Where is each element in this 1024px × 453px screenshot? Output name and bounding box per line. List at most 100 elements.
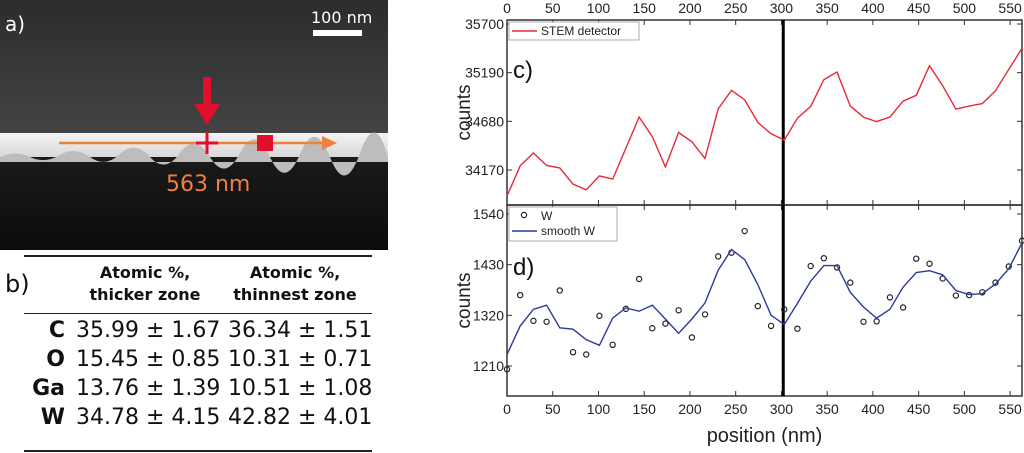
element-cell: W	[40, 405, 65, 430]
x-tick-label: 400	[861, 401, 885, 417]
data-point	[609, 341, 616, 349]
y-tick-label: 34680	[465, 113, 504, 129]
header-line2: thicker zone	[89, 285, 201, 304]
x-tick-label: 200	[678, 0, 702, 16]
x-tick-label: 250	[724, 401, 748, 417]
data-point	[833, 264, 841, 271]
x-tick-label: 450	[907, 0, 931, 16]
y-tick-label: 1320	[473, 307, 504, 323]
thinnest-zone-cell: 10.31 ± 0.71	[228, 347, 373, 372]
data-point	[926, 260, 933, 267]
profile-arrow-head-icon	[322, 136, 337, 150]
data-point	[767, 322, 775, 330]
data-point	[860, 318, 867, 325]
element-cell: C	[48, 318, 65, 343]
table-header-rule	[24, 313, 372, 314]
x-tick-label: 0	[503, 0, 511, 16]
x-tick-label: 50	[545, 0, 561, 16]
header-thinnest-zone: Atomic %, thinnest zone	[220, 262, 370, 306]
data-point	[516, 291, 524, 299]
x-tick-label: 150	[633, 401, 657, 417]
y-tick-label: 34170	[465, 162, 504, 178]
series-line-smooth-w	[506, 242, 1023, 355]
x-tick-label: 450	[907, 401, 931, 417]
thicker-zone-cell: 15.45 ± 0.85	[76, 347, 221, 372]
data-point	[899, 304, 907, 311]
data-point	[503, 366, 511, 373]
scale-bar	[313, 30, 362, 36]
data-point	[569, 348, 577, 356]
sem-background-upper	[0, 0, 388, 134]
header-line1: Atomic %,	[99, 263, 191, 282]
panel-label: d)	[513, 254, 534, 281]
data-point	[556, 287, 563, 294]
x-tick-label: 550	[998, 401, 1022, 417]
x-tick-label: 150	[633, 0, 657, 16]
sem-image: a) 100 nm 563 nm	[0, 0, 388, 250]
x-tick-label: 300	[770, 0, 794, 16]
scale-bar-label: 100 nm	[311, 8, 373, 27]
y-tick-label: 35700	[465, 16, 504, 32]
square-marker-icon	[257, 135, 273, 151]
composition-table: b) Atomic %, thicker zone Atomic %, thin…	[0, 252, 380, 453]
data-point	[886, 294, 894, 301]
legend-box	[508, 21, 640, 41]
header-thicker-zone: Atomic %, thicker zone	[70, 262, 220, 306]
x-tick-label: 100	[587, 401, 611, 417]
element-cell: Ga	[32, 376, 65, 401]
x-tick-label: 550	[998, 0, 1022, 16]
crosshair-marker-icon	[196, 132, 218, 154]
x-tick-label: 350	[815, 0, 839, 16]
data-point	[781, 306, 788, 313]
legend-box	[508, 206, 618, 242]
panel-label: c)	[513, 57, 533, 84]
thinnest-zone-cell: 42.82 ± 4.01	[228, 405, 373, 430]
data-point	[596, 312, 603, 319]
header-line1: Atomic %,	[249, 263, 341, 282]
thicker-zone-cell: 34.78 ± 4.15	[76, 405, 221, 430]
data-point	[688, 334, 696, 341]
table-bottom-rule	[24, 450, 372, 452]
x-tick-label: 400	[861, 0, 885, 16]
legend-circle-icon	[520, 211, 528, 219]
element-cell: O	[46, 347, 65, 372]
table-top-rule	[24, 255, 372, 257]
thinnest-zone-cell: 36.34 ± 1.51	[228, 318, 373, 343]
legend-label: smooth W	[541, 224, 596, 238]
panel-a-label: a)	[5, 12, 26, 36]
x-tick-label: 250	[724, 0, 748, 16]
x-axis-label: position (nm)	[707, 425, 823, 447]
line-length-label: 563 nm	[166, 172, 251, 197]
data-point	[741, 227, 748, 235]
x-tick-label: 500	[953, 401, 977, 417]
x-tick-label: 300	[770, 401, 794, 417]
thicker-zone-cell: 13.76 ± 1.39	[76, 376, 221, 401]
y-tick-label: 1210	[473, 358, 504, 374]
data-point	[662, 320, 669, 327]
data-point	[952, 292, 960, 299]
x-tick-label: 500	[953, 0, 977, 16]
plot-frame	[506, 19, 1023, 206]
y-tick-label: 35190	[465, 65, 504, 81]
x-tick-label: 350	[815, 401, 839, 417]
data-point	[543, 318, 550, 325]
legend-label: STEM detector	[541, 24, 621, 38]
header-line2: thinnest zone	[233, 285, 357, 304]
data-point	[913, 255, 920, 262]
thinnest-zone-cell: 10.51 ± 1.08	[228, 376, 373, 401]
data-point	[715, 253, 722, 260]
y-tick-label: 1540	[473, 206, 504, 222]
data-point	[794, 325, 801, 332]
table-row: C 35.99 ± 1.67 36.34 ± 1.51	[0, 318, 380, 347]
down-arrow-icon	[194, 77, 220, 125]
data-point	[873, 318, 880, 325]
data-point	[701, 311, 709, 318]
data-point	[649, 325, 656, 332]
data-point	[583, 351, 590, 358]
x-tick-label: 200	[678, 401, 702, 417]
data-point	[675, 307, 682, 314]
thicker-zone-cell: 35.99 ± 1.67	[76, 318, 221, 343]
table-row: Ga 13.76 ± 1.39 10.51 ± 1.08	[0, 376, 380, 405]
series-line-stem-detector	[506, 47, 1023, 197]
